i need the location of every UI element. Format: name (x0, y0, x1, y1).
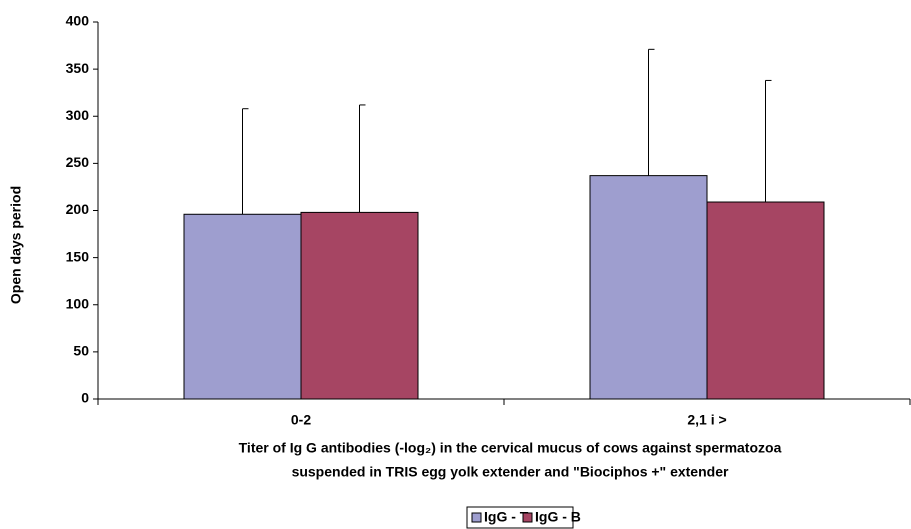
error-bar (359, 104, 366, 213)
legend-label: IgG - B (535, 509, 581, 525)
x-axis-title: Titer of Ig G antibodies (-log₂) in the … (239, 440, 782, 456)
y-tick-label: 100 (66, 295, 90, 311)
bar (706, 201, 825, 400)
x-axis-title: suspended in TRIS egg yolk extender and … (292, 464, 729, 480)
error-bar (648, 48, 655, 176)
y-axis-title: Open days period (8, 186, 24, 304)
y-tick-label: 150 (66, 248, 90, 264)
bar (183, 213, 302, 400)
y-tick-label: 200 (66, 201, 90, 217)
y-tick-label: 0 (81, 390, 89, 406)
y-tick-label: 350 (66, 60, 90, 76)
y-tick-label: 50 (73, 343, 89, 359)
legend-label: IgG - T (484, 509, 529, 525)
y-tick-label: 250 (66, 154, 90, 170)
error-bar (765, 79, 772, 203)
x-tick-label: 0-2 (291, 412, 311, 428)
y-tick-label: 300 (66, 107, 90, 123)
bar (589, 175, 708, 400)
y-tick-label: 400 (66, 13, 90, 29)
error-bar (242, 108, 249, 215)
legend-swatch (471, 512, 482, 523)
legend-swatch (522, 512, 533, 523)
bar (300, 211, 419, 400)
x-tick-label: 2,1 i > (687, 412, 726, 428)
legend-box (466, 506, 574, 529)
